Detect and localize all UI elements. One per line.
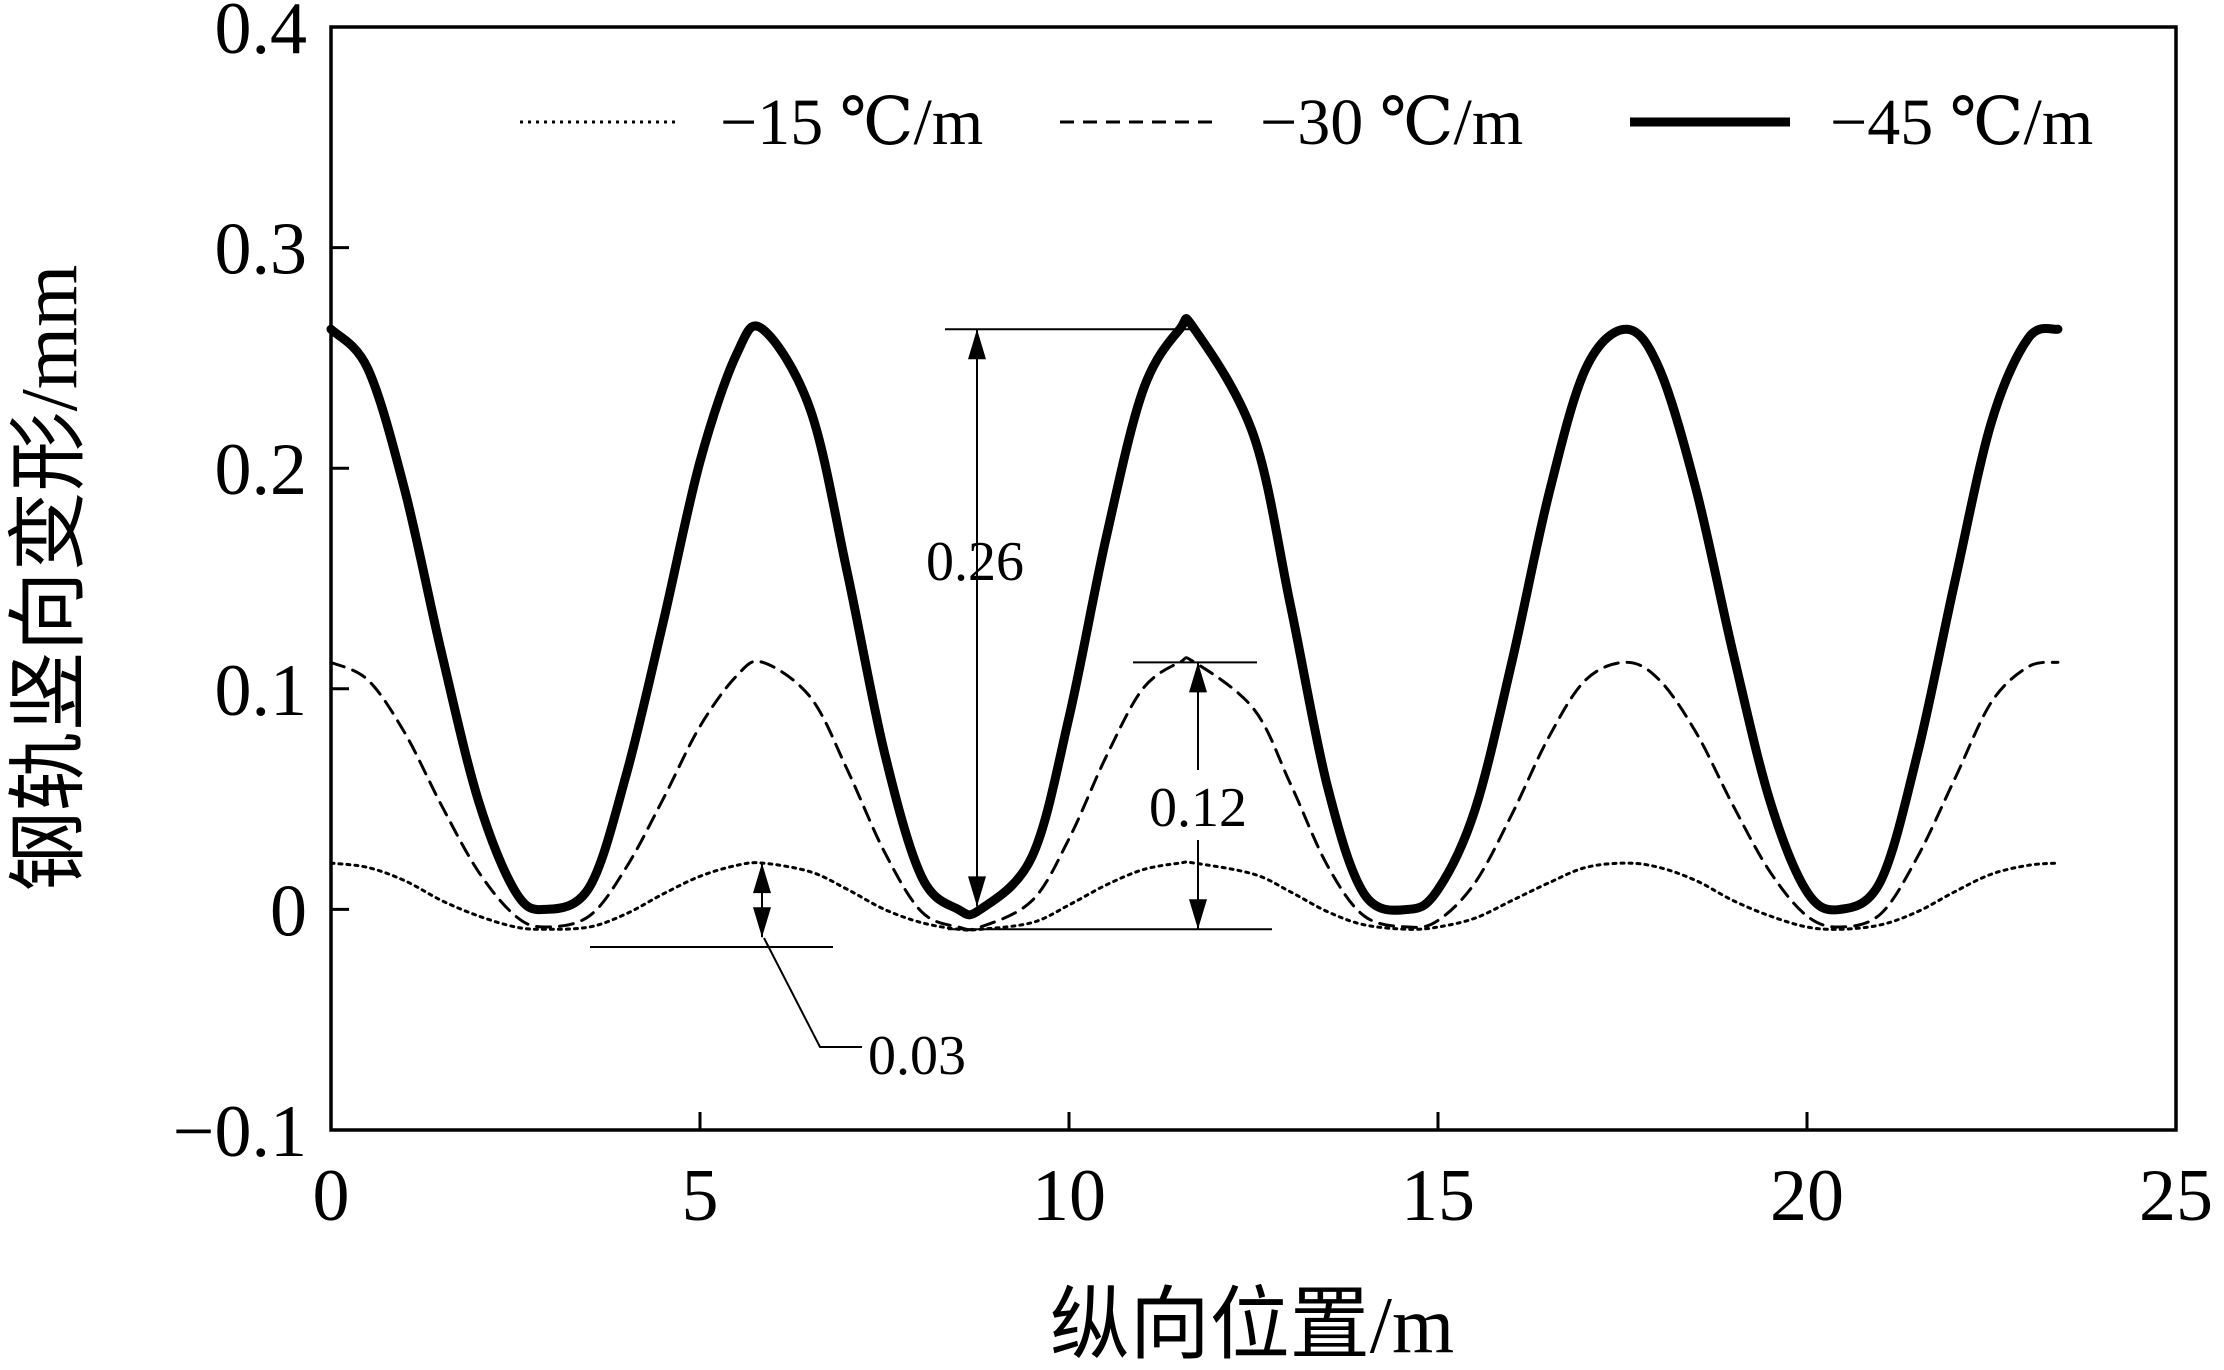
y-axis-title: 钢轨竖向变形/mm — [6, 265, 94, 892]
y-tick-label: 0.3 — [215, 209, 308, 291]
legend: −15 ℃/m −30 ℃/m −45 ℃/m — [520, 86, 2093, 159]
x-axis-title: 纵向位置/m — [1050, 1282, 1454, 1370]
annotation-003-arrowhead — [753, 907, 771, 938]
legend-label-2: −30 ℃/m — [1260, 86, 1523, 159]
series-line-1 — [329, 860, 2060, 932]
series-line-2 — [329, 656, 2060, 932]
x-tick-label: 20 — [1770, 1155, 1844, 1237]
y-tick-label: 0.4 — [215, 0, 308, 70]
x-tick-label: 15 — [1401, 1155, 1475, 1237]
y-tick-label: 0.1 — [215, 650, 308, 732]
y-tick-label: 0 — [270, 870, 307, 952]
annotation-012-arrowhead — [1189, 662, 1207, 693]
annotation-012-arrowhead — [1189, 899, 1207, 930]
x-tick-label: 25 — [2139, 1155, 2213, 1237]
annotation-026-arrowhead — [968, 876, 986, 907]
annotation-label-bg — [1128, 770, 1268, 840]
legend-label-3: −45 ℃/m — [1830, 86, 2093, 159]
annotation-label: 0.12 — [1149, 777, 1247, 839]
annotation-label: 0.03 — [868, 1025, 966, 1087]
legend-label-1: −15 ℃/m — [720, 86, 983, 159]
y-tick-label: 0.2 — [215, 429, 308, 511]
x-tick-label: 5 — [682, 1155, 719, 1237]
series-line-3 — [326, 314, 2063, 920]
x-tick-label: 10 — [1032, 1155, 1106, 1237]
annotation-label: 0.26 — [926, 531, 1024, 593]
x-tick-label: 0 — [313, 1155, 350, 1237]
plot-frame — [329, 25, 2178, 1132]
annotation-026-arrowhead — [968, 329, 986, 360]
annotation-003-arrowhead — [753, 863, 771, 894]
annotations: 0.26 0.12 0.03 — [590, 328, 1272, 1087]
series-lines — [326, 314, 2063, 932]
annotation-leader-line — [763, 937, 862, 1048]
axis-ticks: 0 5 10 15 20 25−0.100.10.20.30.4 — [173, 0, 2213, 1237]
y-tick-label: −0.1 — [173, 1091, 307, 1173]
